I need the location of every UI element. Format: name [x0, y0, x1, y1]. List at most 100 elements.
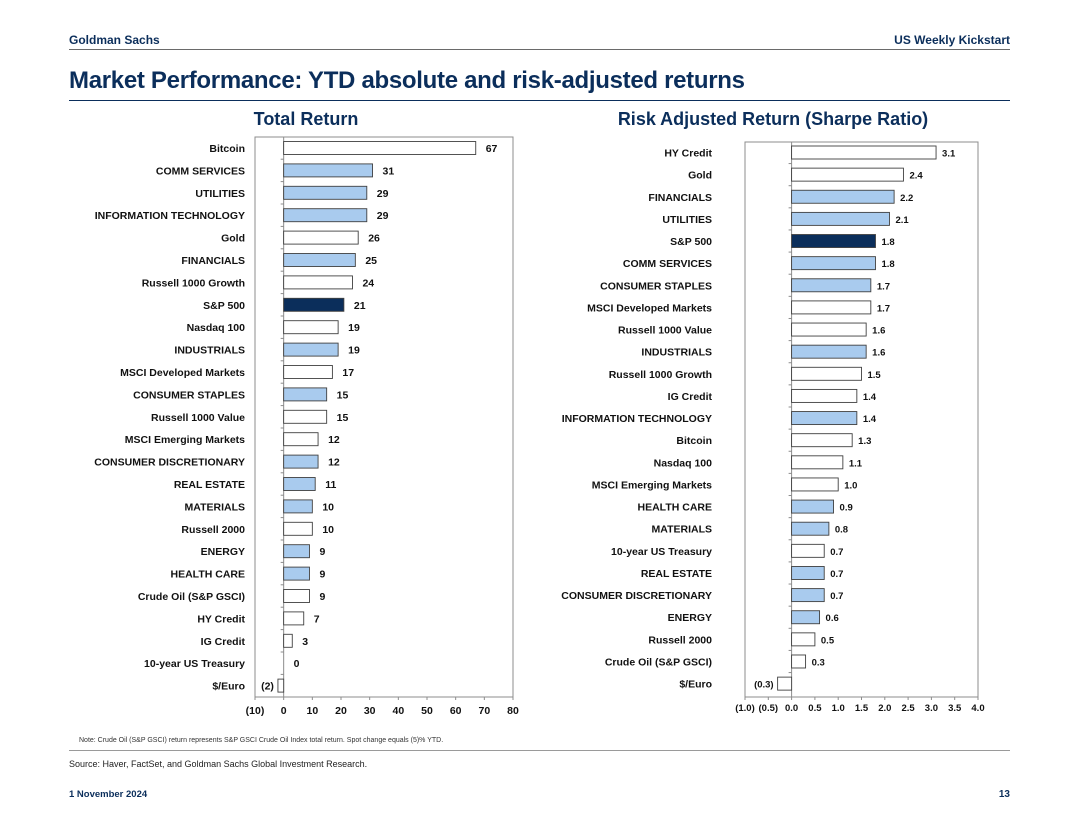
total-return-x-tick-label: 70: [478, 705, 490, 717]
total-return-value-label: (2): [261, 681, 274, 693]
total-return-value-label: 11: [325, 479, 336, 491]
total-return-category-label: ENERGY: [201, 546, 245, 558]
sharpe-ratio-value-label: 0.5: [821, 635, 835, 646]
page-title: Market Performance: YTD absolute and ris…: [69, 67, 745, 94]
total-return-x-tick-label: 50: [421, 705, 433, 717]
total-return-bar: [283, 633, 293, 648]
sharpe-ratio-value-label: 1.8: [881, 237, 894, 248]
total-return-bar: [283, 297, 345, 312]
total-return-bar: [283, 387, 328, 402]
total-return-value-label: 9: [319, 569, 325, 581]
sharpe-ratio-value-label: 1.7: [877, 281, 890, 292]
sharpe-ratio-value-label: 1.8: [881, 259, 894, 270]
sharpe-ratio-category-label: CONSUMER DISCRETIONARY: [561, 590, 712, 602]
sharpe-ratio-value-label: 1.6: [872, 348, 885, 359]
sharpe-ratio-bar: [791, 256, 876, 271]
page-number: 13: [998, 789, 1010, 800]
sharpe-ratio-category-label: HY Credit: [664, 148, 712, 160]
sharpe-ratio-bar: [791, 499, 834, 514]
sharpe-ratio-category-label: IG Credit: [668, 391, 713, 403]
sharpe-ratio-bar: [777, 676, 793, 691]
total-return-value-label: 17: [342, 367, 354, 379]
total-return-value-label: 67: [486, 143, 498, 155]
total-return-category-label: Bitcoin: [209, 143, 245, 155]
sharpe-ratio-category-label: Gold: [688, 170, 712, 182]
total-return-value-label: 19: [348, 322, 360, 334]
sharpe-ratio-bar: [791, 543, 825, 558]
total-return-bar: [283, 163, 373, 178]
total-return-bar: [283, 230, 359, 245]
total-return-category-label: MATERIALS: [185, 501, 245, 513]
total-return-bar: [283, 141, 477, 155]
total-return-bar: [283, 611, 305, 626]
sharpe-ratio-bar: [791, 654, 807, 669]
sharpe-ratio-value-label: 0.3: [812, 657, 825, 668]
total-return-x-tick-label: 40: [392, 705, 404, 717]
sharpe-ratio-value-label: 1.7: [877, 303, 890, 314]
sharpe-ratio-bar: [791, 322, 867, 337]
sharpe-ratio-category-label: COMM SERVICES: [623, 258, 712, 270]
sharpe-ratio-category-label: Russell 1000 Growth: [609, 369, 712, 381]
total-return-category-label: Russell 1000 Growth: [142, 277, 245, 289]
total-return-x-tick-label: 0: [281, 705, 287, 717]
total-return-bar: [283, 320, 339, 335]
brand-name: Goldman Sachs: [69, 33, 160, 47]
sharpe-ratio-value-label: (0.3): [754, 680, 774, 691]
total-return-value-label: 15: [337, 389, 349, 401]
total-return-bar: [283, 589, 310, 603]
total-return-category-label: HEALTH CARE: [171, 569, 245, 581]
total-return-x-tick-label: 20: [335, 705, 347, 717]
total-return-value-label: 26: [368, 233, 380, 245]
sharpe-ratio-value-label: 1.5: [868, 370, 882, 381]
sharpe-ratio-title: Risk Adjusted Return (Sharpe Ratio): [618, 109, 928, 129]
total-return-x-tick-label: 10: [306, 705, 318, 717]
sharpe-ratio-bar: [791, 366, 862, 381]
sharpe-ratio-x-tick-label: 4.0: [971, 703, 984, 714]
total-return-bar: [283, 432, 319, 447]
total-return-bar: [283, 185, 368, 200]
total-return-bar: [283, 365, 333, 379]
sharpe-ratio-category-label: $/Euro: [679, 679, 712, 691]
sharpe-ratio-value-label: 0.9: [840, 503, 853, 514]
sharpe-ratio-x-tick-label: 1.5: [855, 703, 869, 714]
sharpe-ratio-category-label: Russell 2000: [648, 634, 712, 646]
title-divider: [69, 100, 1010, 101]
sharpe-ratio-bar: [791, 477, 839, 492]
total-return-bar: [283, 499, 313, 514]
sharpe-ratio-value-label: 0.7: [830, 569, 843, 580]
total-return-category-label: Nasdaq 100: [187, 322, 246, 334]
sharpe-ratio-bar: [791, 521, 830, 536]
publication-date: 1 November 2024: [69, 789, 148, 800]
total-return-category-label: FINANCIALS: [181, 255, 245, 267]
total-return-category-label: INDUSTRIALS: [174, 345, 245, 357]
sharpe-ratio-category-label: MATERIALS: [652, 524, 712, 536]
total-return-bar: [283, 275, 353, 290]
sharpe-ratio-value-label: 1.3: [858, 436, 871, 447]
sharpe-ratio-bar: [791, 211, 890, 226]
sharpe-ratio-x-tick-label: 3.0: [925, 703, 938, 714]
total-return-title: Total Return: [254, 109, 359, 129]
total-return-category-label: MSCI Emerging Markets: [125, 434, 245, 446]
sharpe-ratio-bar: [791, 433, 853, 448]
sharpe-ratio-bar: [791, 278, 872, 293]
sharpe-ratio-value-label: 1.6: [872, 326, 885, 337]
total-return-value-label: 9: [319, 546, 325, 558]
total-return-plot-frame: [254, 136, 514, 698]
sharpe-ratio-value-label: 1.4: [863, 414, 877, 425]
sharpe-ratio-value-label: 0.7: [830, 547, 843, 558]
total-return-category-label: Russell 2000: [181, 524, 245, 536]
total-return-value-label: 24: [362, 277, 374, 289]
source-line: Source: Haver, FactSet, and Goldman Sach…: [69, 759, 368, 769]
sharpe-ratio-x-tick-label: 2.0: [878, 703, 891, 714]
total-return-value-label: 19: [348, 345, 360, 357]
header-divider: [69, 49, 1010, 50]
total-return-value-label: 9: [319, 591, 325, 603]
sharpe-ratio-value-label: 0.7: [830, 591, 843, 602]
total-return-value-label: 10: [322, 524, 334, 536]
sharpe-ratio-bar: [791, 411, 858, 426]
total-return-bar: [283, 566, 310, 581]
sharpe-ratio-x-tick-label: (1.0): [735, 703, 755, 714]
sharpe-ratio-x-tick-label: 2.5: [901, 703, 915, 714]
sharpe-ratio-value-label: 3.1: [942, 149, 956, 160]
total-return-value-label: 7: [314, 613, 320, 625]
